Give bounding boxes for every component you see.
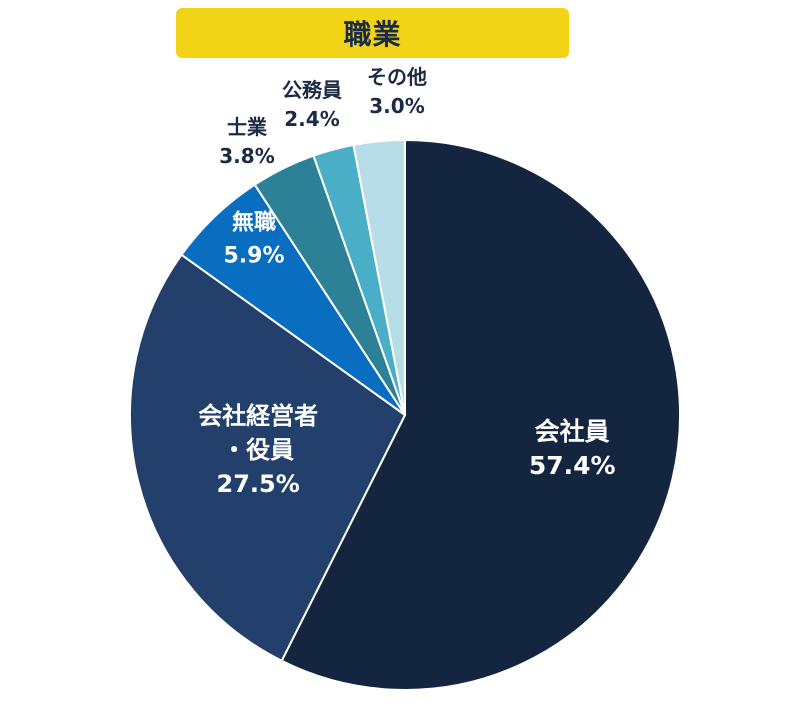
slice-value-label: 3.8% xyxy=(219,144,274,168)
slice-label-3: 無職 5.9% xyxy=(223,210,284,269)
slice-value-label: 57.4% xyxy=(529,451,616,480)
chart-title: 職業 xyxy=(343,18,402,51)
slice-category-label: 会社員 xyxy=(535,417,610,446)
slice-category-label: 会社経営者 xyxy=(198,402,318,430)
slice-value-label: 3.0% xyxy=(369,94,424,118)
pie-slice-2 xyxy=(129,253,407,663)
slice-value-label: 27.5% xyxy=(217,470,300,498)
pie-slice-6 xyxy=(352,138,406,416)
chart-title-bar: 職業 xyxy=(176,8,569,58)
pie-slice-1 xyxy=(280,138,681,691)
slice-category-label: ・役員 xyxy=(222,436,294,464)
slice-category-label: その他 xyxy=(367,65,427,89)
slice-label-5: 公務員 2.4% xyxy=(282,78,342,131)
slice-category-label: 公務員 xyxy=(282,78,342,102)
slice-label-1: 会社員 57.4% xyxy=(529,417,616,480)
slice-label-4: 士業 3.8% xyxy=(219,115,274,168)
slice-label-6: その他 3.0% xyxy=(367,65,427,118)
slice-value-label: 5.9% xyxy=(223,244,284,269)
slice-category-label: 無職 xyxy=(232,210,276,236)
slice-value-label: 2.4% xyxy=(284,107,339,131)
slice-label-2: 会社経営者・役員 27.5% xyxy=(198,402,318,498)
slice-category-label: 士業 xyxy=(227,115,268,139)
